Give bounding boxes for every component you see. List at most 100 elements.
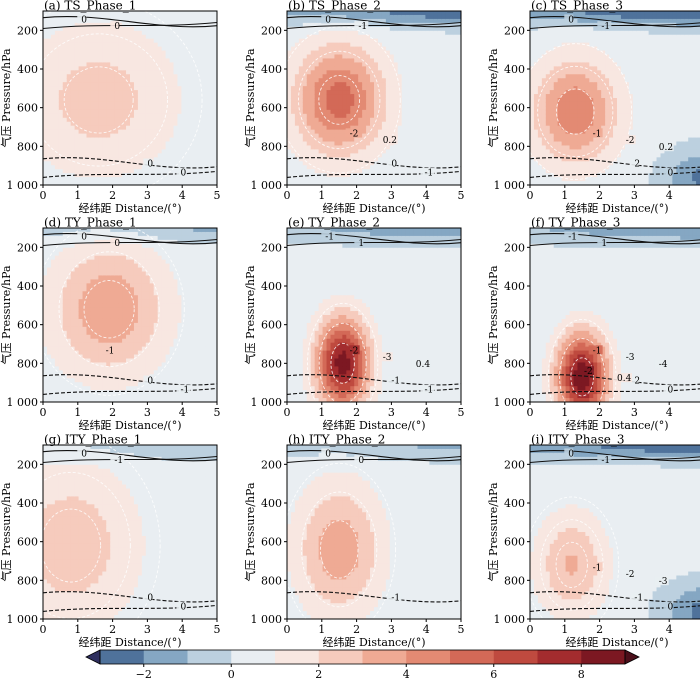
y-tick-label: 400 <box>17 63 38 76</box>
y-tick-label: 400 <box>504 63 525 76</box>
x-tick-label: 1 <box>74 406 81 419</box>
contour-line <box>43 170 217 178</box>
contour-line <box>287 16 461 28</box>
x-tick-label: 2 <box>109 406 116 419</box>
x-tick-label: 4 <box>666 189 673 202</box>
plot-frame <box>529 444 700 620</box>
panel: 0-1-10-1-2-3(i) ITY_Phase_30123452004006… <box>486 433 700 649</box>
panel-title: (f) TY_Phase_3 <box>531 216 620 230</box>
contour-label: 0 <box>114 22 120 32</box>
y-tick-label: 800 <box>261 140 282 153</box>
x-tick-label: 1 <box>318 406 325 419</box>
x-tick-label: 5 <box>458 623 465 636</box>
y-axis-label: 气压 Pressure/hPa <box>243 265 257 365</box>
contour-line <box>43 374 217 386</box>
colorbar-segment <box>493 650 538 664</box>
y-axis-label: 气压 Pressure/hPa <box>486 48 500 148</box>
colorbar-segment <box>537 650 582 664</box>
y-tick-label: 800 <box>17 140 38 153</box>
y-tick-label: 400 <box>17 280 38 293</box>
contour-fill: 0 0 0 -1 -1 <box>43 228 217 402</box>
x-tick-label: 4 <box>423 623 430 636</box>
x-tick-label: 0 <box>284 623 291 636</box>
x-tick-label: 3 <box>144 623 151 636</box>
colorbar-tick-label: −2 <box>136 668 152 681</box>
x-axis-label: 经纬距 Distance/(°) <box>78 202 181 215</box>
contour-fill: -1 1 2 0 -1 -3 -4 -2 0.4 <box>530 228 700 402</box>
contour-line <box>530 388 700 395</box>
y-tick-label: 800 <box>504 574 525 587</box>
contour-label: -3 <box>626 353 635 363</box>
colorbar-segment <box>318 650 363 664</box>
y-axis-label: 气压 Pressure/hPa <box>243 48 257 148</box>
contour-line <box>43 472 131 619</box>
y-tick-label: 600 <box>17 319 38 332</box>
x-tick-label: 5 <box>214 406 221 419</box>
contour-fill: -1 1 -1 -1 -2 -3 0.4 <box>287 228 461 402</box>
contour-label: 0 <box>147 377 153 387</box>
contour-label: 0 <box>81 15 87 25</box>
contour-line <box>43 508 102 583</box>
panel-title: (i) ITY_Phase_3 <box>531 433 625 447</box>
contour-line <box>537 65 614 158</box>
contour-label: 0 <box>568 449 574 459</box>
x-tick-label: 5 <box>214 623 221 636</box>
plot-frame <box>42 444 218 620</box>
contour-fill: 0 0 0 0 <box>43 11 217 185</box>
contour-label: -1 <box>358 22 367 32</box>
colorbar-extend-low <box>85 649 101 665</box>
x-tick-label: 2 <box>353 623 360 636</box>
x-axis-label: 经纬距 Distance/(°) <box>565 202 668 215</box>
contour-line <box>287 450 461 462</box>
contour-line <box>555 541 588 588</box>
y-tick-label: 800 <box>261 357 282 370</box>
x-axis-label: 经纬距 Distance/(°) <box>78 636 181 649</box>
y-tick-label: 1 000 <box>251 396 283 409</box>
x-tick-label: 3 <box>631 623 638 636</box>
contour-line <box>530 239 700 247</box>
y-tick-label: 1 000 <box>494 179 526 192</box>
x-tick-label: 1 <box>318 623 325 636</box>
colorbar-tick-label: 0 <box>228 668 235 681</box>
contour-label: 2 <box>634 160 640 170</box>
contour-line <box>530 233 700 245</box>
contour-line <box>105 445 161 619</box>
contour-label: -1 <box>634 594 643 604</box>
y-tick-label: 800 <box>17 574 38 587</box>
contour-label: 1 <box>358 239 364 249</box>
y-tick-label: 800 <box>504 140 525 153</box>
x-tick-label: 1 <box>561 406 568 419</box>
x-tick-label: 3 <box>388 189 395 202</box>
contour-fill: 0 -1 2 0 -1 -2 0.2 <box>530 11 700 185</box>
y-tick-label: 200 <box>504 458 525 471</box>
contour-label: 0.2 <box>383 136 397 146</box>
plot-frame <box>286 227 462 403</box>
y-tick-label: 400 <box>261 63 282 76</box>
x-tick-label: 2 <box>353 189 360 202</box>
contour-line <box>287 238 461 247</box>
x-tick-label: 3 <box>144 406 151 419</box>
x-tick-label: 5 <box>458 406 465 419</box>
panel: 0 0 0 -1 -1 (d) TY_Phase_1 0 1 2 3 4 5 200 400 600 800 1… <box>0 216 221 433</box>
y-tick-label: 200 <box>261 458 282 471</box>
contour-label: -1 <box>325 232 334 242</box>
contour-label: 0 <box>81 449 87 459</box>
contour-line <box>287 591 461 603</box>
contour-label: -2 <box>350 129 359 139</box>
contour-line <box>555 88 595 135</box>
contour-label: 0.2 <box>659 143 673 153</box>
x-tick-label: 0 <box>40 623 47 636</box>
contour-label: 0 <box>180 169 186 179</box>
colorbar-tick-label: 8 <box>578 668 585 681</box>
panel-title: (c) TS_Phase_3 <box>531 0 623 13</box>
plot-frame <box>529 10 700 186</box>
contour-line <box>287 157 461 169</box>
colorbar-segment <box>275 650 320 664</box>
contour-line <box>43 16 217 28</box>
panel-title: (d) TY_Phase_1 <box>44 216 137 230</box>
contour-line <box>43 387 217 395</box>
contour-label: 0 <box>147 160 153 170</box>
colorbar-segment <box>406 650 451 664</box>
